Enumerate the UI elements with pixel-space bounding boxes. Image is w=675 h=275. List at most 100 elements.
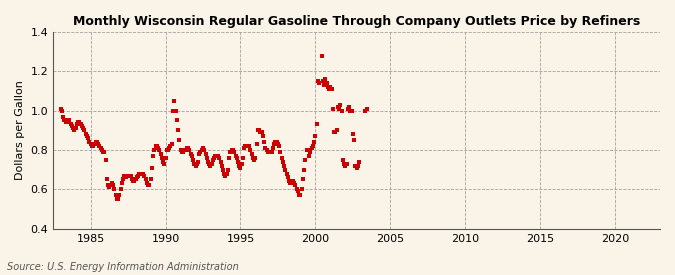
Point (284, 179, 294, 184)
Point (317, 79, 328, 83)
Point (196, 148, 207, 152)
Point (342, 106, 353, 111)
Point (139, 173, 150, 178)
Point (84, 140, 95, 144)
Point (320, 77, 331, 81)
Point (157, 160, 168, 164)
Point (324, 87, 335, 91)
Point (300, 158, 310, 162)
Point (111, 197, 122, 201)
Point (306, 146, 317, 150)
Point (352, 164, 363, 168)
Title: Monthly Wisconsin Regular Gasoline Through Company Outlets Price by Refiners: Monthly Wisconsin Regular Gasoline Throu… (73, 15, 640, 28)
Point (299, 167, 310, 172)
Point (350, 164, 360, 168)
Point (189, 161, 200, 166)
Point (201, 156, 212, 160)
Point (76, 124, 87, 128)
Point (159, 161, 169, 166)
Point (244, 144, 254, 148)
Point (163, 148, 173, 152)
Point (314, 81, 325, 85)
Point (330, 130, 341, 134)
Point (167, 108, 178, 113)
Point (263, 150, 273, 154)
Point (265, 150, 276, 154)
Point (180, 148, 191, 152)
Point (339, 161, 350, 166)
Point (346, 108, 357, 113)
Point (165, 144, 176, 148)
Point (354, 160, 364, 164)
Point (179, 148, 190, 152)
Point (161, 148, 172, 152)
Point (82, 134, 92, 138)
Point (236, 161, 247, 166)
Point (313, 79, 323, 83)
Point (136, 171, 147, 176)
Point (267, 146, 278, 150)
Point (95, 146, 106, 150)
Point (286, 179, 297, 184)
Point (70, 126, 81, 131)
Point (130, 177, 141, 182)
Point (129, 179, 140, 184)
Point (232, 160, 243, 164)
Point (160, 156, 171, 160)
Point (114, 193, 125, 197)
Point (217, 167, 228, 172)
Point (235, 166, 246, 170)
Point (301, 148, 312, 152)
Point (254, 128, 265, 133)
Point (336, 108, 347, 113)
Point (249, 158, 260, 162)
Point (205, 164, 216, 168)
Point (191, 161, 202, 166)
Point (302, 148, 313, 152)
Point (100, 158, 111, 162)
Point (361, 106, 372, 111)
Point (182, 146, 192, 150)
Point (135, 171, 146, 176)
Point (134, 171, 144, 176)
Point (94, 144, 105, 148)
Point (174, 138, 185, 142)
Point (178, 150, 188, 154)
Point (351, 166, 362, 170)
Point (68, 126, 78, 131)
Point (326, 87, 337, 91)
Point (210, 154, 221, 158)
Point (90, 140, 101, 144)
Point (331, 128, 342, 133)
Point (108, 183, 119, 188)
Point (115, 187, 126, 191)
Point (82, 136, 93, 140)
Point (285, 181, 296, 186)
Point (305, 150, 316, 154)
Point (270, 140, 281, 144)
Point (170, 108, 181, 113)
Point (261, 148, 272, 152)
Point (226, 148, 237, 152)
Point (126, 177, 137, 182)
Point (248, 156, 259, 160)
Point (185, 152, 196, 156)
Point (113, 197, 124, 201)
Point (345, 108, 356, 113)
Point (194, 152, 205, 156)
Point (280, 167, 291, 172)
Point (259, 140, 269, 144)
Point (107, 181, 117, 186)
Point (151, 144, 162, 148)
Point (291, 187, 302, 191)
Point (120, 175, 131, 180)
Point (348, 132, 358, 136)
Point (132, 175, 142, 180)
Point (246, 152, 257, 156)
Point (230, 154, 241, 158)
Point (190, 164, 201, 168)
Point (289, 181, 300, 186)
Point (99, 150, 110, 154)
Point (215, 160, 226, 164)
Point (298, 177, 308, 182)
